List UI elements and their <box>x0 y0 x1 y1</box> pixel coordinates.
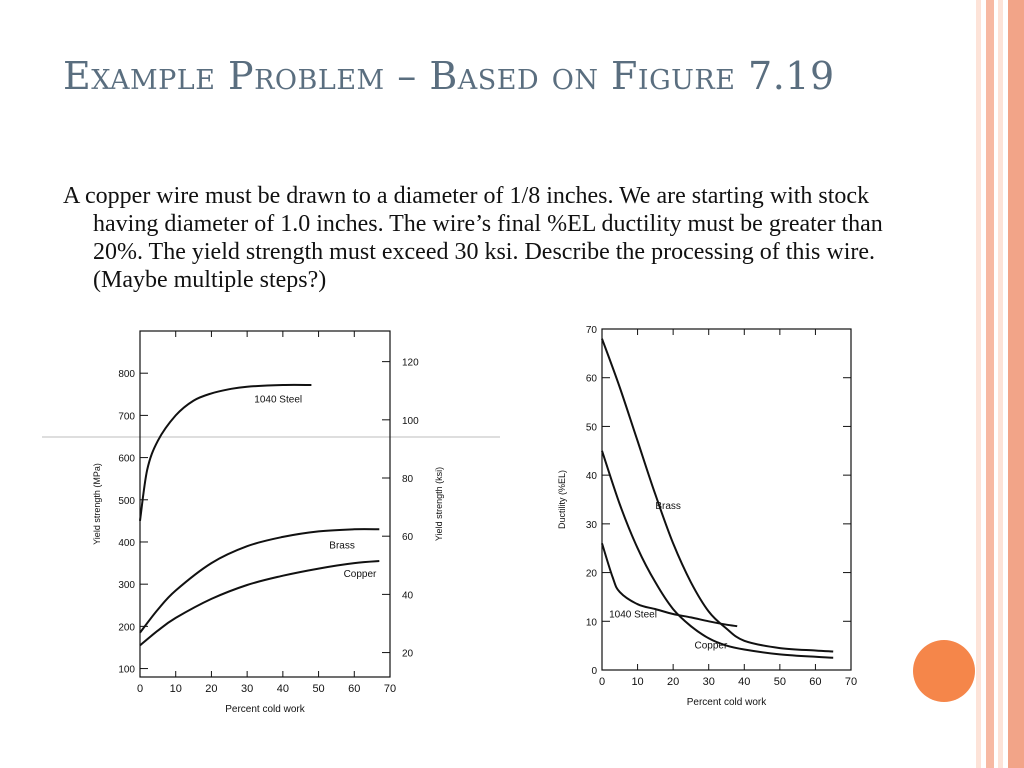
x-tick-label: 70 <box>845 676 857 688</box>
stripe-3 <box>998 0 1003 768</box>
stripe-2 <box>986 0 994 768</box>
y-tick-label: 40 <box>586 471 598 482</box>
series-label: Brass <box>655 501 681 512</box>
series-label: Copper <box>694 641 727 652</box>
x-tick-label: 50 <box>312 683 324 695</box>
accent-circle <box>913 640 975 702</box>
y-tick-label: 600 <box>118 454 135 465</box>
y-tick-label: 50 <box>586 422 598 433</box>
yield-strength-chart: 0 10 20 30 40 50 60 70 100 200 300 400 500 600 700 800 2… <box>92 330 444 715</box>
y-tick-label: 100 <box>118 665 135 676</box>
x-tick-label: 30 <box>703 676 715 688</box>
x-tick-label: 30 <box>241 683 253 695</box>
y-tick-label: 20 <box>586 569 598 580</box>
x-axis-label: Percent cold work <box>687 697 767 708</box>
y-tick-label: 300 <box>118 580 135 591</box>
series-line-1040-steel <box>139 383 312 522</box>
y-axis-label: Yield strength (MPa) <box>92 463 102 545</box>
x-tick-label: 40 <box>277 683 289 695</box>
plot-frame <box>139 330 391 678</box>
x-tick-label: 40 <box>738 676 750 688</box>
series-label: Copper <box>344 569 377 580</box>
y2-tick-label: 100 <box>402 416 419 427</box>
x-tick-label: 60 <box>348 683 360 695</box>
x-tick-label: 20 <box>205 683 217 695</box>
y-tick-label: 60 <box>586 374 598 385</box>
y-tick-label: 10 <box>586 617 598 628</box>
x-tick-label: 10 <box>170 683 182 695</box>
y-axis-label: Ductility (%EL) <box>557 470 567 529</box>
plot-frame <box>601 328 852 671</box>
decorative-stripes <box>976 0 1024 768</box>
series-line-brass <box>601 338 834 653</box>
x-tick-label: 60 <box>809 676 821 688</box>
y2-tick-label: 20 <box>402 649 414 660</box>
y-tick-label: 200 <box>118 622 135 633</box>
x-axis-label: Percent cold work <box>225 704 305 715</box>
y-tick-label: 500 <box>118 496 135 507</box>
series-label: 1040 Steel <box>254 395 302 406</box>
y2-tick-label: 40 <box>402 590 414 601</box>
y-tick-label: 30 <box>586 520 598 531</box>
y-tick-label: 70 <box>586 325 598 336</box>
series-line-copper <box>139 560 380 647</box>
ductility-chart: 0 10 20 30 40 50 60 70 0 10 20 30 40 50 60 70 Percent co… <box>557 325 857 708</box>
slide-body-text: A copper wire must be drawn to a diamete… <box>63 183 883 293</box>
y2-tick-label: 80 <box>402 474 414 485</box>
x-tick-label: 0 <box>137 683 143 695</box>
series-label: Brass <box>329 540 355 551</box>
y2-tick-label: 120 <box>402 358 419 369</box>
x-tick-label: 20 <box>667 676 679 688</box>
x-tick-label: 10 <box>631 676 643 688</box>
y-tick-label: 800 <box>118 369 135 380</box>
x-tick-label: 70 <box>384 683 396 695</box>
y-tick-label: 0 <box>591 666 597 677</box>
series-label: 1040 Steel <box>609 609 657 620</box>
y-tick-label: 400 <box>118 538 135 549</box>
stripe-1 <box>976 0 981 768</box>
series-line-copper <box>601 450 834 659</box>
series-line-brass <box>139 528 380 634</box>
slide-title: Example Problem – Based on Figure 7.19 <box>63 54 835 98</box>
y2-tick-label: 60 <box>402 532 414 543</box>
y-tick-label: 700 <box>118 411 135 422</box>
stripe-4 <box>1008 0 1024 768</box>
chart-2-background <box>540 318 898 718</box>
chart-1-background <box>42 318 500 718</box>
x-tick-label: 50 <box>774 676 786 688</box>
series-line-1040-steel <box>601 542 738 628</box>
y2-axis-label: Yield strength (ksi) <box>434 467 444 541</box>
x-tick-label: 0 <box>599 676 605 688</box>
